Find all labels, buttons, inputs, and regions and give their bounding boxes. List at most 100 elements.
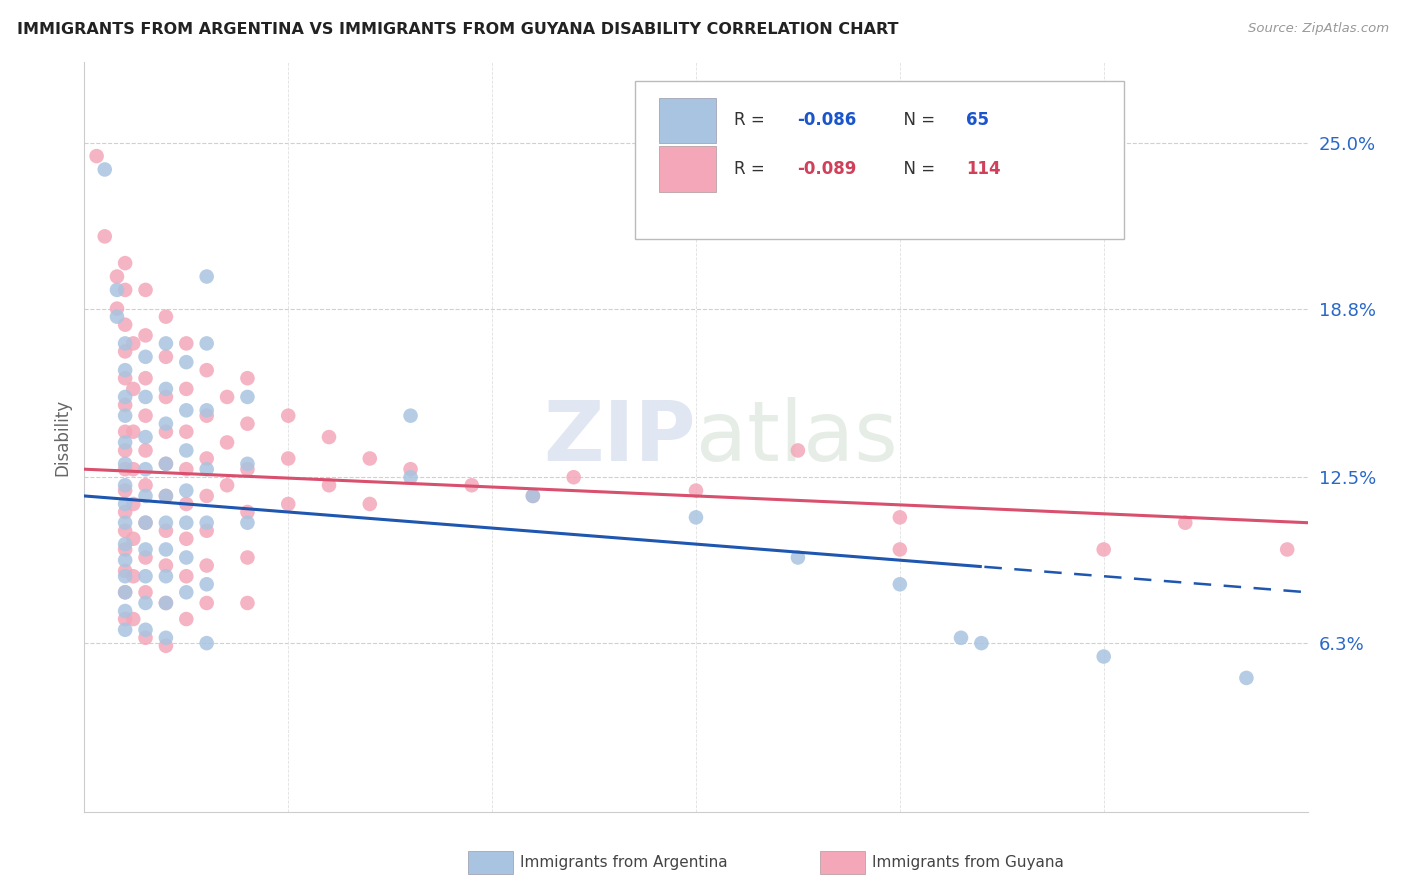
Point (122, 382, 145, 396)
FancyBboxPatch shape (659, 146, 716, 192)
Point (114, 462, 136, 476)
Point (114, 425, 136, 439)
Point (889, 577, 911, 591)
Point (114, 542, 136, 557)
Point (195, 451, 218, 466)
Point (114, 524, 136, 538)
Point (135, 516, 157, 530)
Point (114, 553, 136, 567)
Text: IMMIGRANTS FROM ARGENTINA VS IMMIGRANTS FROM GUYANA DISABILITY CORRELATION CHART: IMMIGRANTS FROM ARGENTINA VS IMMIGRANTS … (17, 22, 898, 37)
Point (135, 550, 157, 565)
Point (155, 489, 177, 503)
Point (135, 623, 157, 637)
Point (1174, 516, 1197, 530)
Point (174, 612, 197, 626)
Point (155, 382, 177, 396)
Point (105, 283, 128, 297)
Point (174, 585, 197, 599)
Point (195, 558, 218, 573)
Point (236, 596, 259, 610)
Point (195, 269, 218, 284)
Point (135, 430, 157, 444)
Point (399, 470, 422, 484)
Point (114, 585, 136, 599)
Text: 114: 114 (966, 160, 1001, 178)
Y-axis label: Disability: Disability (53, 399, 72, 475)
Point (114, 505, 136, 519)
Point (174, 516, 197, 530)
Point (318, 478, 340, 492)
Point (174, 443, 197, 458)
Point (174, 569, 197, 583)
Point (114, 516, 136, 530)
Point (135, 569, 157, 583)
Text: -0.089: -0.089 (797, 160, 856, 178)
Point (135, 489, 157, 503)
Point (155, 425, 177, 439)
Point (195, 577, 218, 591)
Point (114, 336, 136, 351)
Point (135, 443, 157, 458)
Point (135, 328, 157, 343)
Point (685, 510, 707, 524)
Point (236, 371, 259, 385)
Point (174, 532, 197, 546)
Point (155, 516, 177, 530)
Point (236, 550, 259, 565)
Point (114, 604, 136, 618)
Point (195, 403, 218, 417)
Point (217, 435, 239, 450)
Point (277, 497, 299, 511)
Point (889, 510, 911, 524)
Point (122, 336, 145, 351)
Point (114, 363, 136, 377)
Point (122, 497, 145, 511)
Point (114, 585, 136, 599)
Point (135, 409, 157, 423)
Point (399, 409, 422, 423)
Point (277, 409, 299, 423)
Point (135, 631, 157, 645)
Point (155, 558, 177, 573)
Point (195, 409, 218, 423)
Point (195, 596, 218, 610)
Point (135, 462, 157, 476)
Point (155, 310, 177, 324)
Point (155, 457, 177, 471)
Point (174, 425, 197, 439)
Point (114, 564, 136, 578)
Point (105, 301, 128, 316)
Point (114, 457, 136, 471)
FancyBboxPatch shape (636, 81, 1125, 238)
Point (685, 483, 707, 498)
Point (135, 542, 157, 557)
Point (195, 336, 218, 351)
FancyBboxPatch shape (659, 97, 716, 144)
Point (174, 462, 197, 476)
Point (155, 569, 177, 583)
Text: ZIP: ZIP (544, 397, 696, 477)
Point (787, 443, 810, 458)
Point (195, 636, 218, 650)
Point (236, 462, 259, 476)
Point (114, 483, 136, 498)
Point (399, 462, 422, 476)
Text: Source: ZipAtlas.com: Source: ZipAtlas.com (1249, 22, 1389, 36)
Point (114, 256, 136, 270)
Point (122, 425, 145, 439)
Point (155, 390, 177, 404)
Point (155, 350, 177, 364)
Point (195, 363, 218, 377)
Point (522, 489, 544, 503)
Point (122, 612, 145, 626)
Point (105, 310, 128, 324)
Point (135, 478, 157, 492)
Point (114, 478, 136, 492)
Point (114, 497, 136, 511)
Point (889, 542, 911, 557)
Point (114, 390, 136, 404)
Point (114, 318, 136, 332)
Point (1236, 671, 1258, 685)
Point (217, 390, 239, 404)
Point (135, 350, 157, 364)
